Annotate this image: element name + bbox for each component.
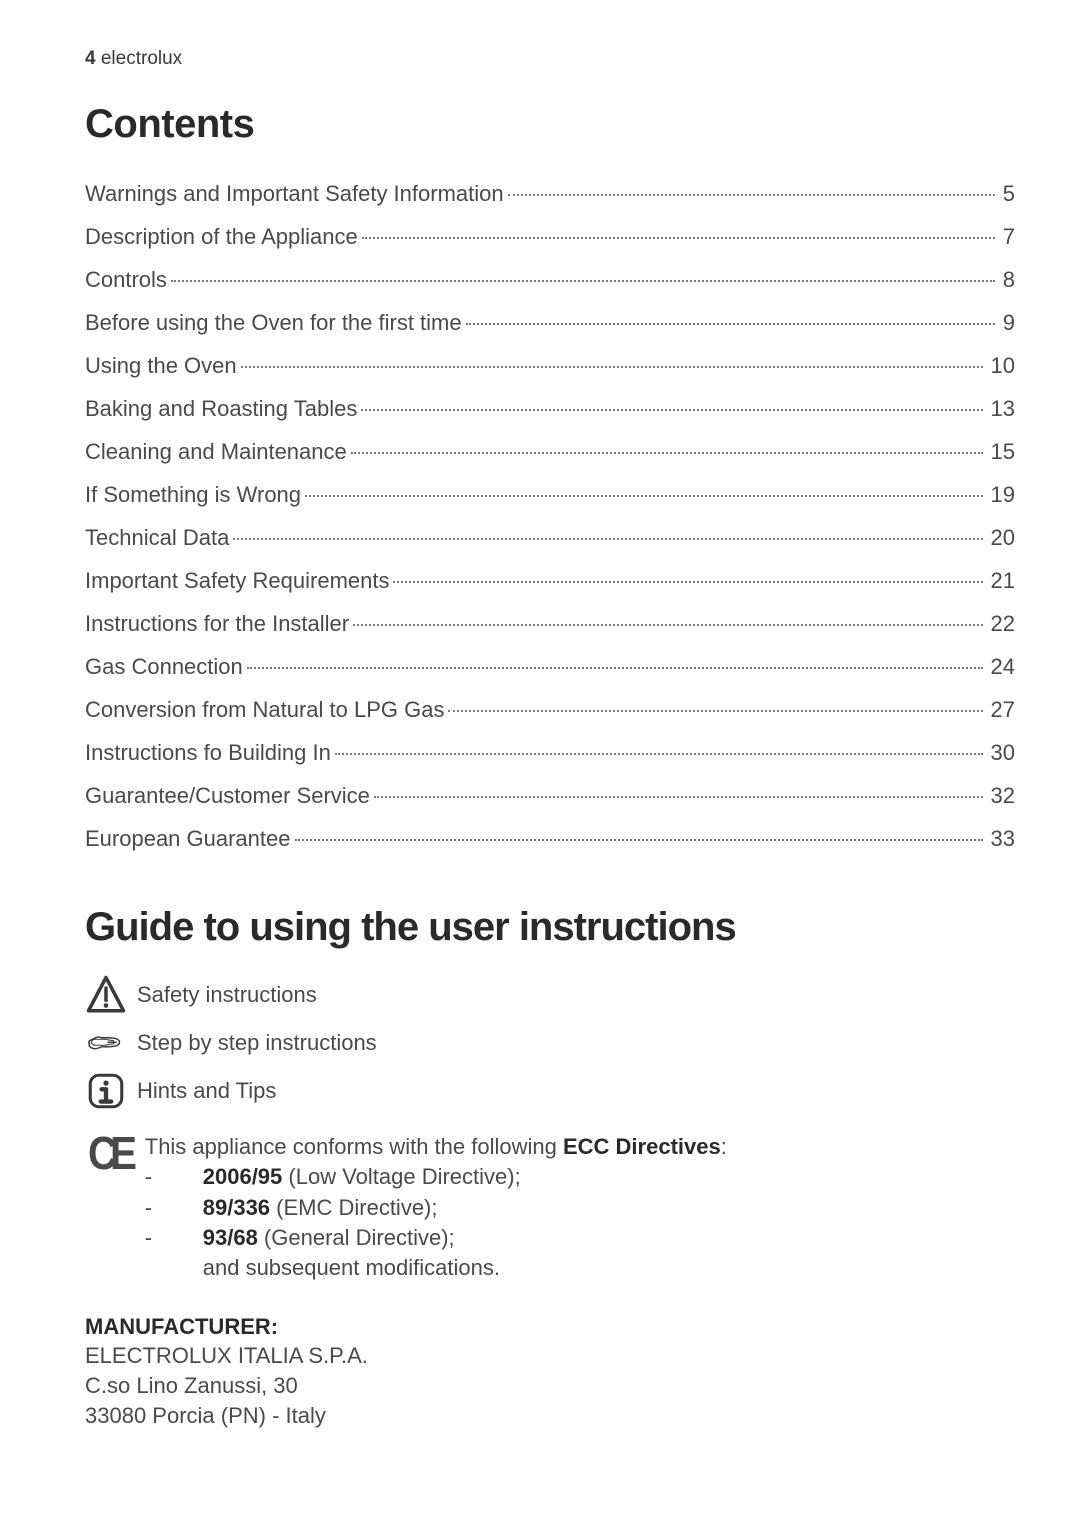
toc-row: Conversion from Natural to LPG Gas 27: [85, 693, 1015, 726]
toc-page: 10: [987, 349, 1015, 382]
guide-label-steps: Step by step instructions: [137, 1030, 377, 1056]
toc-dots: [247, 667, 983, 669]
toc-row: Instructions for the Installer 22: [85, 607, 1015, 640]
brand-name: electrolux: [101, 48, 182, 69]
toc-dots: [241, 366, 983, 368]
toc-label: If Something is Wrong: [85, 478, 301, 511]
guide-row-safety: Safety instructions: [85, 974, 1015, 1016]
toc-dots: [353, 624, 982, 626]
toc-label: Description of the Appliance: [85, 220, 358, 253]
toc-row: Cleaning and Maintenance 15: [85, 435, 1015, 468]
guide-title: Guide to using the user instructions: [85, 905, 1015, 950]
toc-dots: [466, 323, 995, 325]
toc-page: 32: [987, 779, 1015, 812]
ce-text: This appliance conforms with the followi…: [145, 1132, 727, 1284]
toc-dots: [508, 194, 995, 196]
toc-row: European Guarantee 33: [85, 822, 1015, 855]
ce-intro-suffix: :: [721, 1134, 727, 1159]
guide-label-safety: Safety instructions: [137, 982, 317, 1008]
table-of-contents: Warnings and Important Safety Informatio…: [85, 177, 1015, 855]
toc-row: Important Safety Requirements 21: [85, 564, 1015, 597]
toc-dots: [393, 581, 982, 583]
pointing-hand-icon: [85, 1030, 137, 1056]
toc-dots: [362, 237, 995, 239]
manufacturer-heading: MANUFACTURER:: [85, 1312, 1015, 1342]
toc-dots: [295, 839, 983, 841]
toc-label: Conversion from Natural to LPG Gas: [85, 693, 444, 726]
toc-label: Technical Data: [85, 521, 229, 554]
toc-row: Warnings and Important Safety Informatio…: [85, 177, 1015, 210]
toc-page: 21: [987, 564, 1015, 597]
toc-page: 20: [987, 521, 1015, 554]
ce-mark-icon: C E: [88, 1132, 132, 1176]
toc-page: 33: [987, 822, 1015, 855]
toc-row: Technical Data 20: [85, 521, 1015, 554]
ce-line1-bold: 89/336: [203, 1195, 270, 1220]
ce-intro-bold: ECC Directives: [563, 1134, 721, 1159]
ce-section: C E This appliance conforms with the fol…: [85, 1132, 1015, 1284]
toc-label: European Guarantee: [85, 822, 291, 855]
toc-dots: [335, 753, 983, 755]
manufacturer-block: MANUFACTURER: ELECTROLUX ITALIA S.P.A. C…: [85, 1312, 1015, 1431]
toc-dots: [351, 452, 983, 454]
toc-page: 7: [999, 220, 1015, 253]
toc-page: 8: [999, 263, 1015, 296]
toc-label: Important Safety Requirements: [85, 564, 389, 597]
toc-dots: [374, 796, 983, 798]
toc-row: Description of the Appliance 7: [85, 220, 1015, 253]
toc-page: 5: [999, 177, 1015, 210]
toc-label: Controls: [85, 263, 167, 296]
page-header: 4 electrolux: [85, 48, 1015, 70]
toc-page: 30: [987, 736, 1015, 769]
ce-trailer: and subsequent modifications.: [203, 1255, 500, 1280]
ce-line1-rest: (EMC Directive);: [270, 1195, 437, 1220]
toc-label: Instructions for the Installer: [85, 607, 349, 640]
toc-page: 27: [987, 693, 1015, 726]
manufacturer-line2: C.so Lino Zanussi, 30: [85, 1371, 1015, 1401]
ce-line2-rest: (General Directive);: [258, 1225, 455, 1250]
toc-dots: [171, 280, 995, 282]
ce-line0-bold: 2006/95: [203, 1164, 283, 1189]
toc-dots: [448, 710, 982, 712]
toc-label: Cleaning and Maintenance: [85, 435, 347, 468]
ce-line0-rest: (Low Voltage Directive);: [282, 1164, 520, 1189]
toc-dots: [233, 538, 982, 540]
toc-dots: [361, 409, 982, 411]
ce-line2-bold: 93/68: [203, 1225, 258, 1250]
ce-intro-prefix: This appliance conforms with the followi…: [145, 1134, 563, 1159]
info-box-icon: [85, 1070, 137, 1112]
toc-row: Using the Oven 10: [85, 349, 1015, 382]
toc-page: 15: [987, 435, 1015, 468]
guide-label-hints: Hints and Tips: [137, 1078, 276, 1104]
toc-label: Before using the Oven for the first time: [85, 306, 462, 339]
toc-page: 19: [987, 478, 1015, 511]
page-number: 4: [85, 48, 96, 69]
toc-label: Guarantee/Customer Service: [85, 779, 370, 812]
toc-label: Using the Oven: [85, 349, 237, 382]
toc-row: Baking and Roasting Tables 13: [85, 392, 1015, 425]
toc-row: If Something is Wrong 19: [85, 478, 1015, 511]
guide-row-hints: Hints and Tips: [85, 1070, 1015, 1112]
toc-row: Gas Connection 24: [85, 650, 1015, 683]
toc-page: 13: [987, 392, 1015, 425]
manufacturer-line1: ELECTROLUX ITALIA S.P.A.: [85, 1341, 1015, 1371]
toc-page: 9: [999, 306, 1015, 339]
guide-row-steps: Step by step instructions: [85, 1030, 1015, 1056]
toc-page: 22: [987, 607, 1015, 640]
toc-label: Warnings and Important Safety Informatio…: [85, 177, 504, 210]
manufacturer-line3: 33080 Porcia (PN) - Italy: [85, 1401, 1015, 1431]
toc-label: Gas Connection: [85, 650, 243, 683]
toc-dots: [305, 495, 982, 497]
warning-triangle-icon: [85, 974, 137, 1016]
toc-row: Controls 8: [85, 263, 1015, 296]
toc-label: Baking and Roasting Tables: [85, 392, 357, 425]
toc-row: Before using the Oven for the first time…: [85, 306, 1015, 339]
toc-row: Instructions fo Building In 30: [85, 736, 1015, 769]
toc-page: 24: [987, 650, 1015, 683]
toc-label: Instructions fo Building In: [85, 736, 331, 769]
toc-row: Guarantee/Customer Service 32: [85, 779, 1015, 812]
contents-title: Contents: [85, 102, 1015, 147]
